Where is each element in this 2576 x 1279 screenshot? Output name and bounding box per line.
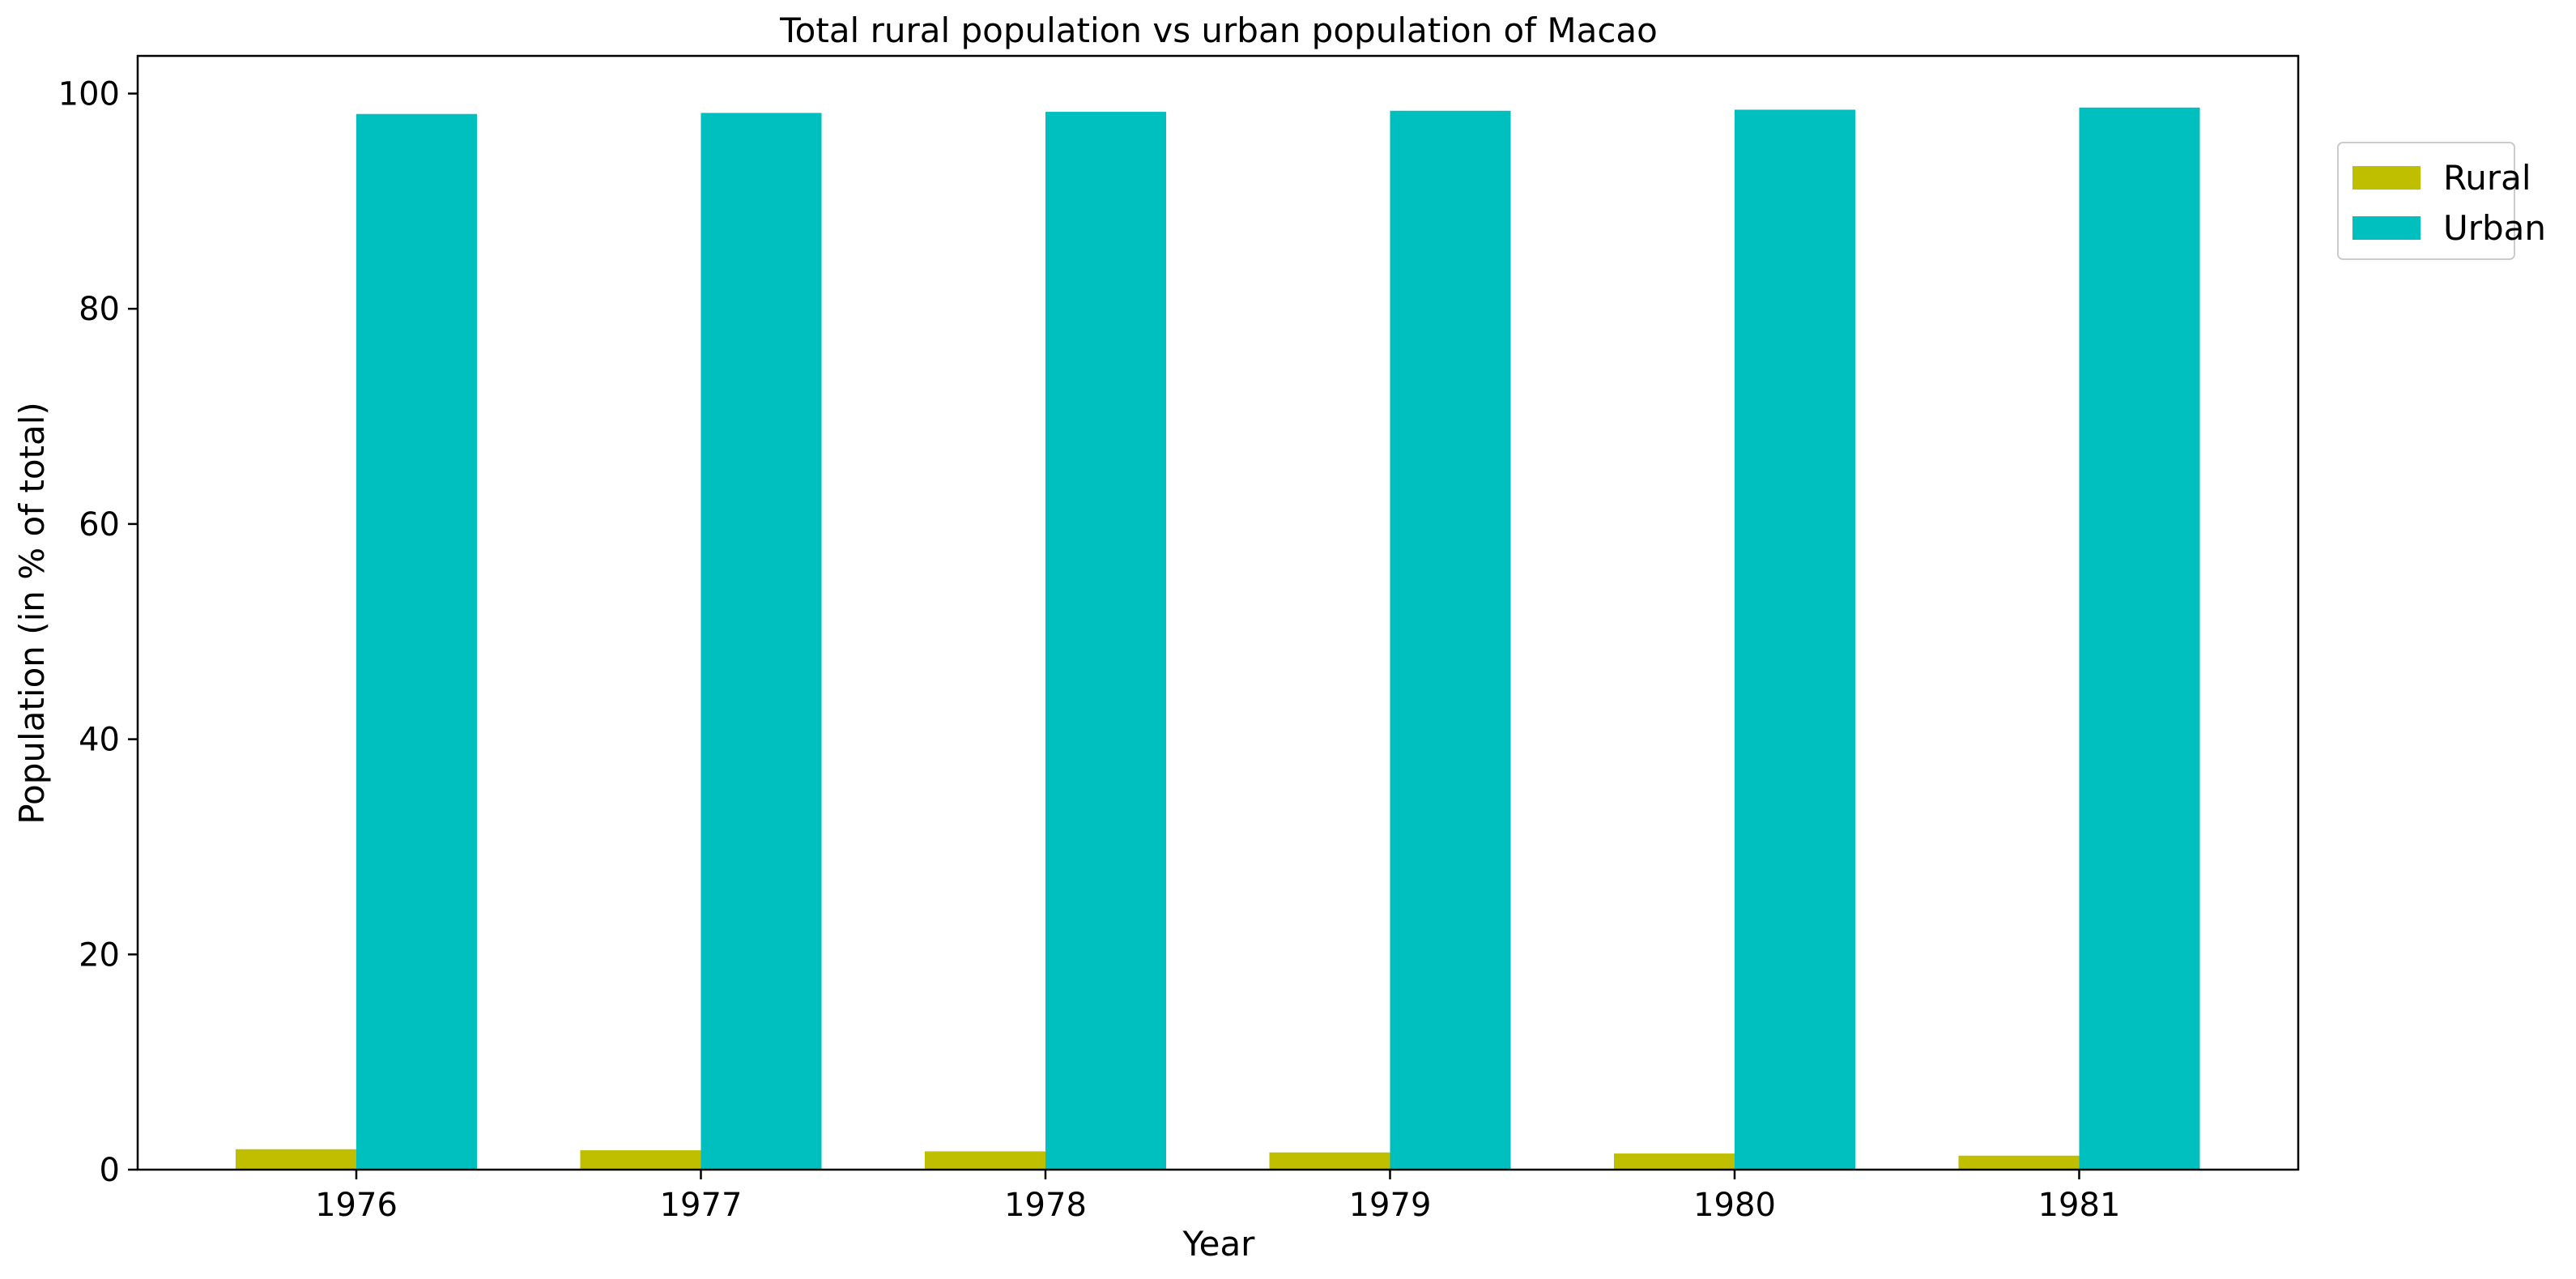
x-tick-label: 1980 (1693, 1187, 1776, 1224)
plot-frame (136, 54, 2300, 1171)
bar-rural-1976 (236, 1149, 356, 1170)
bar-rural-1978 (925, 1151, 1045, 1170)
y-axis: 0 20 40 60 80 100 (58, 75, 138, 1189)
bar-urban-1980 (1735, 109, 1855, 1170)
bar-rural-1981 (1958, 1155, 2080, 1170)
legend-swatch-urban (2352, 216, 2421, 240)
y-tick-label: 40 (79, 722, 120, 759)
bar-rural-1979 (1269, 1152, 1390, 1170)
bars (236, 107, 2200, 1170)
bar-urban-1979 (1390, 110, 1511, 1170)
bar-urban-1978 (1045, 112, 1166, 1170)
y-tick-label: 20 (79, 936, 120, 974)
bar-urban-1977 (700, 113, 822, 1170)
x-tick-label: 1981 (2038, 1187, 2121, 1224)
y-tick-label: 100 (58, 75, 120, 113)
legend-swatch-rural (2352, 166, 2421, 190)
y-tick-label: 0 (100, 1152, 120, 1189)
y-axis-title: Population (in % of total) (12, 402, 52, 825)
bar-rural-1980 (1614, 1153, 1735, 1170)
legend-label-urban: Urban (2443, 208, 2546, 248)
x-axis-title: Year (1182, 1224, 1256, 1264)
x-tick-label: 1979 (1349, 1187, 1432, 1224)
x-tick-label: 1977 (660, 1187, 743, 1224)
bar-urban-1976 (356, 113, 477, 1170)
y-tick-label: 60 (79, 506, 120, 544)
legend: Rural Urban (2337, 142, 2546, 260)
bar-urban-1981 (2079, 107, 2200, 1170)
x-tick-label: 1978 (1004, 1187, 1087, 1224)
chart-title: Total rural population vs urban populati… (779, 11, 1658, 50)
bar-rural-1977 (580, 1150, 701, 1170)
x-tick-label: 1976 (315, 1187, 398, 1224)
y-tick-label: 80 (79, 291, 120, 328)
legend-label-rural: Rural (2443, 158, 2531, 198)
x-axis: 1976 1977 1978 1979 1980 1981 (315, 1170, 2120, 1224)
